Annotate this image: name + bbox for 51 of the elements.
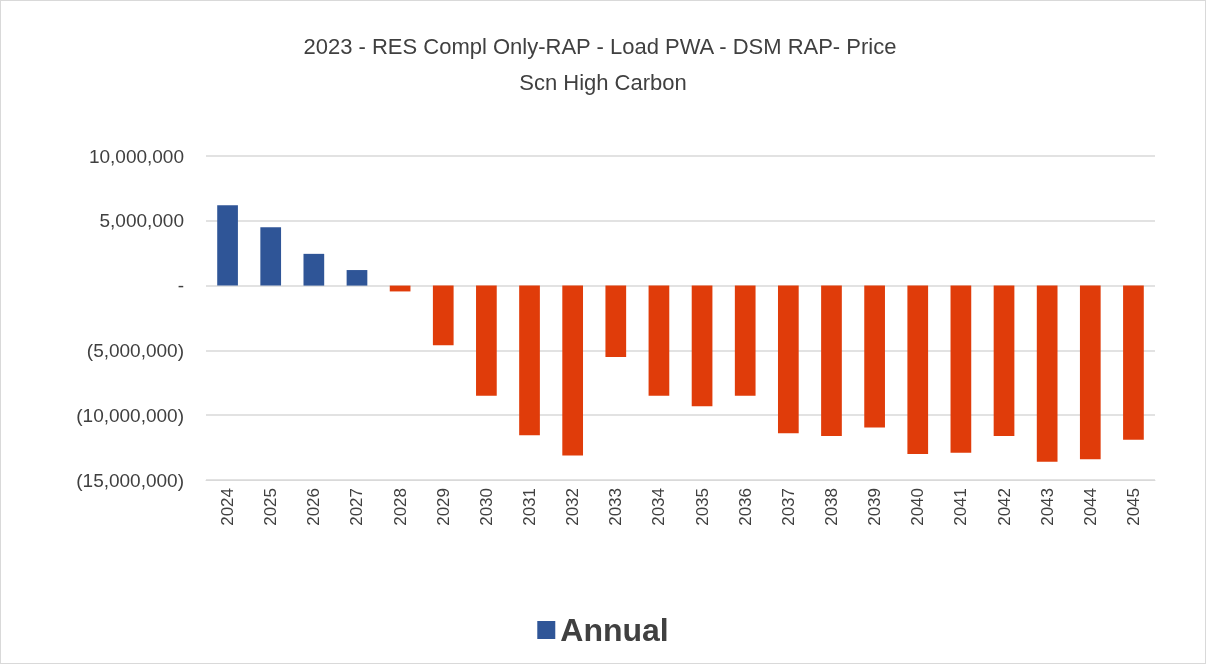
bar xyxy=(1123,285,1144,440)
y-tick-label: 5,000,000 xyxy=(99,210,184,232)
y-tick-label: (5,000,000) xyxy=(86,339,184,361)
legend-label: Annual xyxy=(560,612,669,648)
x-tick-label: 2039 xyxy=(865,488,885,526)
bar xyxy=(1036,285,1058,462)
bar xyxy=(993,285,1015,436)
bar xyxy=(691,285,713,407)
y-tick-label: (15,000,000) xyxy=(76,469,184,491)
bar xyxy=(562,285,584,456)
bar xyxy=(346,270,368,286)
chart-title: 2023 - RES Compl Only-RAP - Load PWA - DSM RAP- Price Scn High Carbon xyxy=(303,33,903,95)
bar xyxy=(476,285,497,396)
x-tick-label: 2029 xyxy=(433,488,453,526)
y-tick-label: 10,000,000 xyxy=(88,145,184,167)
x-tick-label: 2035 xyxy=(692,488,712,526)
x-tick-label: 2038 xyxy=(821,488,841,526)
bar xyxy=(950,285,972,453)
bar xyxy=(777,285,799,434)
y-tick-label: - xyxy=(177,275,184,297)
bar xyxy=(605,285,627,357)
x-tick-label: 2031 xyxy=(520,488,540,526)
bar xyxy=(303,253,325,286)
x-tick-label: 2042 xyxy=(994,488,1014,526)
y-tick-label: (10,000,000) xyxy=(76,404,184,426)
bar xyxy=(648,285,670,396)
x-tick-label: 2040 xyxy=(908,488,928,526)
bar xyxy=(519,285,540,436)
bar xyxy=(1079,285,1101,460)
x-tick-label: 2026 xyxy=(304,488,324,526)
bar xyxy=(432,285,454,346)
x-tick-label: 2043 xyxy=(1037,488,1057,526)
bar xyxy=(217,205,238,286)
x-tick-label: 2028 xyxy=(390,488,410,526)
bar xyxy=(260,227,282,286)
bar xyxy=(907,285,929,455)
x-tick-label: 2041 xyxy=(951,488,971,526)
x-tick-label: 2037 xyxy=(778,488,798,526)
bar xyxy=(821,285,842,436)
x-tick-label: 2030 xyxy=(476,488,496,526)
x-tick-label: 2032 xyxy=(563,488,583,526)
x-tick-label: 2033 xyxy=(606,488,626,526)
x-tick-label: 2034 xyxy=(649,488,669,526)
bar xyxy=(864,285,885,428)
x-tick-label: 2044 xyxy=(1080,488,1100,526)
x-tick-label: 2024 xyxy=(218,488,238,526)
x-tick-label: 2025 xyxy=(261,488,281,526)
bar xyxy=(734,285,756,396)
x-tick-label: 2045 xyxy=(1123,488,1143,526)
x-tick-label: 2036 xyxy=(735,488,755,526)
x-tick-label: 2027 xyxy=(347,488,367,526)
